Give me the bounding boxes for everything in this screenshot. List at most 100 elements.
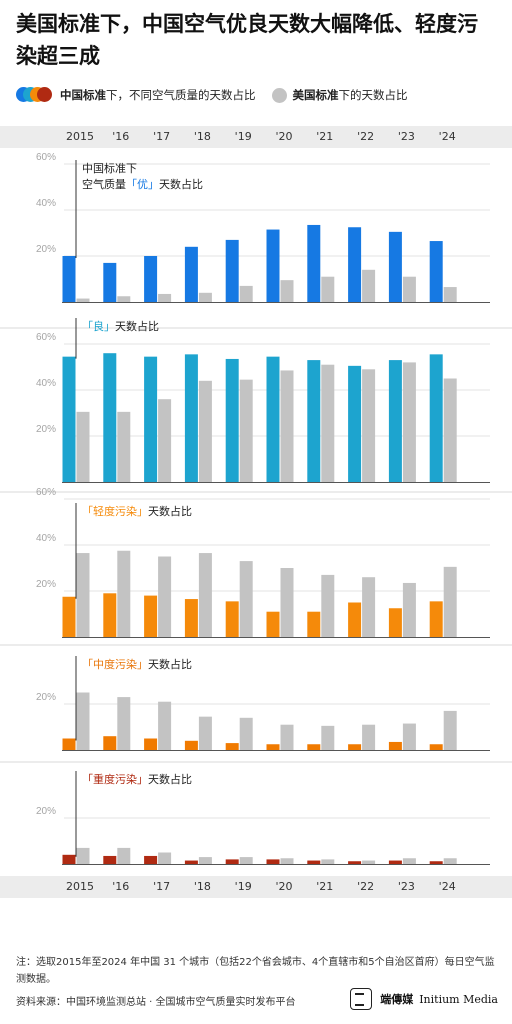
bar-us-standard [198, 857, 212, 864]
x-tick-label: '20 [275, 880, 293, 893]
bar-us-standard [117, 411, 131, 482]
bar-us-standard [158, 701, 172, 750]
bar-us-standard [280, 858, 294, 864]
bar-us-standard [321, 574, 335, 637]
x-tick-label: 2015 [66, 880, 94, 893]
bar-china-standard [307, 744, 321, 750]
bar-china-standard [103, 855, 117, 864]
brand: 端傳媒 Initium Media [350, 988, 498, 1010]
bar-us-standard [362, 577, 376, 637]
bar-us-standard [239, 379, 253, 482]
x-tick-label: '17 [153, 880, 171, 893]
bar-china-standard [307, 360, 321, 482]
bar-china-standard [184, 860, 198, 864]
bar-us-standard [443, 287, 457, 302]
china-standard-color-dots [16, 87, 54, 103]
bar-us-standard [402, 858, 416, 864]
bar-us-standard [443, 858, 457, 864]
x-tick-label: '19 [234, 880, 252, 893]
bar-china-standard [103, 593, 117, 637]
bar-china-standard [225, 358, 239, 482]
bar-china-standard [307, 224, 321, 302]
initium-logo-icon [350, 988, 373, 1010]
bar-us-standard [280, 280, 294, 302]
bar-us-standard [321, 859, 335, 864]
x-tick-label: '21 [316, 130, 334, 143]
x-tick-label: '23 [397, 130, 415, 143]
bar-china-standard [225, 239, 239, 302]
panel-label: 「轻度污染」天数占比 [82, 504, 192, 518]
y-tick-label: 60% [36, 152, 56, 163]
y-tick-label: 40% [36, 198, 56, 209]
y-tick-label: 40% [36, 533, 56, 544]
bar-us-standard [198, 380, 212, 482]
bar-us-standard [362, 369, 376, 482]
bar-china-standard [225, 601, 239, 637]
bar-china-standard [103, 262, 117, 302]
bar-china-standard [348, 744, 362, 750]
x-tick-label: '17 [153, 130, 171, 143]
y-tick-label: 60% [36, 332, 56, 343]
x-tick-label: '18 [193, 880, 211, 893]
legend-us-text: 下的天数占比 [338, 88, 408, 102]
bar-china-standard [429, 354, 443, 482]
bar-us-standard [402, 362, 416, 482]
bar-china-standard [266, 356, 280, 482]
bar-us-standard [443, 710, 457, 750]
bar-china-standard [266, 744, 280, 750]
bar-us-standard [402, 276, 416, 302]
bar-us-standard [443, 378, 457, 482]
bar-china-standard [429, 744, 443, 750]
bar-china-standard [144, 738, 158, 750]
bar-us-standard [239, 561, 253, 637]
bar-us-standard [76, 553, 90, 637]
bar-china-standard [388, 860, 402, 864]
x-tick-label: 2015 [66, 130, 94, 143]
bar-china-standard [62, 356, 76, 482]
bar-china-standard [388, 360, 402, 482]
bar-us-standard [158, 556, 172, 637]
legend-china-text: 下，不同空气质量的天数占比 [106, 88, 256, 102]
bar-china-standard [348, 602, 362, 637]
bar-us-standard [362, 269, 376, 302]
bar-us-standard [321, 725, 335, 750]
y-tick-label: 40% [36, 378, 56, 389]
x-axis-bottom: 2015 '16 '17 '18 '19 '20 '21 '22 '23 '24 [0, 876, 512, 898]
bar-china-standard [184, 740, 198, 750]
x-tick-label: '22 [357, 880, 375, 893]
x-tick-label: '16 [112, 130, 130, 143]
bar-china-standard [429, 861, 443, 864]
bar-china-standard [62, 596, 76, 637]
y-tick-label: 20% [36, 244, 56, 255]
data-source: 资料来源：中国环境监测总站 · 全国城市空气质量实时发布平台 [16, 997, 296, 1008]
bar-china-standard [388, 741, 402, 750]
bar-china-standard [388, 608, 402, 637]
bar-us-standard [198, 292, 212, 302]
panel-label: 「中度污染」天数占比 [82, 657, 192, 671]
x-tick-label: '19 [234, 130, 252, 143]
bar-us-standard [117, 847, 131, 864]
bar-us-standard [158, 852, 172, 864]
y-tick-label: 20% [36, 692, 56, 703]
bar-china-standard [62, 256, 76, 302]
bar-china-standard [225, 859, 239, 864]
bar-us-standard [362, 724, 376, 750]
bar-china-standard [62, 854, 76, 864]
bar-china-standard [225, 743, 239, 750]
bar-us-standard [280, 724, 294, 750]
page-title: 美国标准下，中国空气优良天数大幅降低、轻度污染超三成 [16, 12, 478, 68]
y-tick-label: 20% [36, 424, 56, 435]
bar-us-standard [402, 582, 416, 637]
panel-label: 「重度污染」天数占比 [82, 772, 192, 786]
bar-us-standard [239, 857, 253, 864]
brand-name-en: Initium Media [419, 992, 498, 1006]
x-tick-label: '18 [193, 130, 211, 143]
bar-china-standard [348, 861, 362, 864]
bar-us-standard [402, 723, 416, 750]
bar-us-standard [117, 697, 131, 750]
legend-china-standard: 中国标准 [60, 88, 106, 102]
bar-china-standard [103, 353, 117, 482]
x-tick-label: '23 [397, 880, 415, 893]
panel-label: 空气质量「优」天数占比 [82, 177, 203, 191]
